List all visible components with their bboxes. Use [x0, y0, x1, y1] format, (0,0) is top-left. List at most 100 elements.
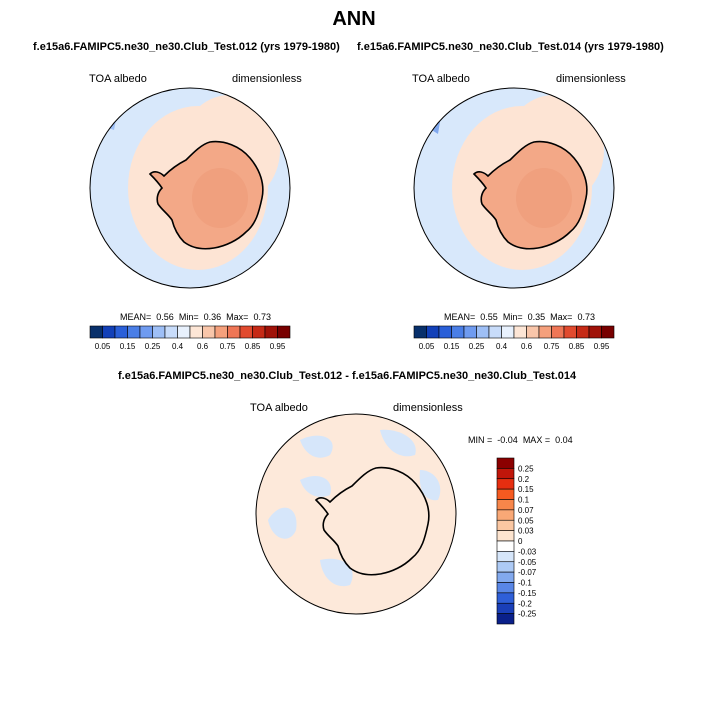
panel-2-mean-label: MEAN=: [444, 312, 476, 322]
panel-3-colorbar-tick-label: 0.15: [518, 485, 534, 494]
panel-1-stats: MEAN= 0.56 Min= 0.36 Max= 0.73: [120, 312, 271, 322]
panel-3-colorbar-tick-label: -0.2: [518, 599, 532, 608]
panel-1-colorbar-swatch: [189, 325, 203, 339]
panel-3-colorbar-swatch: [496, 478, 515, 490]
panel-3-max-label: MAX =: [522, 435, 551, 445]
panel-1-colorbar-swatch: [139, 325, 153, 339]
panel-2-colorbar-tick-label: 0.85: [569, 342, 585, 351]
panel-3-colorbar-swatch: [496, 519, 515, 531]
panel-2-colorbar-tick-label: 0.6: [521, 342, 533, 351]
panel-3-colorbar-tick-label: -0.15: [518, 589, 537, 598]
panel-1-min-label: Min=: [178, 312, 199, 322]
panel-1-colorbar-swatch: [114, 325, 128, 339]
panel-1-colorbar-swatch: [102, 325, 116, 339]
panel-2-colorbar-swatch: [476, 325, 490, 339]
panel-1-variable-label: TOA albedo: [89, 73, 147, 85]
panel-3-colorbar: 0.250.20.150.10.070.050.030-0.03-0.05-0.…: [496, 457, 537, 625]
panel-2-stats: MEAN= 0.55 Min= 0.35 Max= 0.73: [444, 312, 595, 322]
panel-3-min-value: -0.04: [497, 435, 518, 445]
panel-3-colorbar-swatch: [496, 602, 515, 614]
panel-3-variable-label: TOA albedo: [250, 402, 308, 414]
panel-1-colorbar-swatch: [177, 325, 191, 339]
panel-3-colorbar-tick-label: 0.2: [518, 475, 530, 484]
panel-1-mean-value: 0.56: [156, 312, 174, 322]
panel-2-colorbar-swatch: [576, 325, 590, 339]
panel-2-header: f.e15a6.FAMIPC5.ne30_ne30.Club_Test.014 …: [357, 41, 664, 53]
panel-3-colorbar-tick-label: 0.07: [518, 506, 534, 515]
panel-3-colorbar-swatch: [496, 613, 515, 625]
panel-2-colorbar-tick-label: 0.15: [444, 342, 460, 351]
panel-2-max-label: Max=: [550, 312, 573, 322]
panel-3-colorbar-tick-label: 0.03: [518, 527, 534, 536]
panel-3-colorbar-swatch: [496, 582, 515, 594]
panel-2-colorbar: 0.05 0.15 0.25 0.4 0.6 0.75 0.85 0.95: [413, 325, 615, 351]
panel-1-colorbar-swatch: [214, 325, 228, 339]
panel-3-colorbar-swatch: [496, 551, 515, 563]
panel-2-colorbar-tick-label: 0.4: [496, 342, 508, 351]
panel-1-colorbar: 0.05 0.15 0.25 0.4 0.6 0.75 0.85 0.95: [89, 325, 291, 351]
panel-2-colorbar-swatch: [588, 325, 602, 339]
panel-3-stats: MIN = -0.04 MAX = 0.04: [468, 435, 573, 445]
panel-1-colorbar-tick-label: 0.95: [270, 342, 286, 351]
panel-1-colorbar-swatch: [127, 325, 141, 339]
panel-3-header: f.e15a6.FAMIPC5.ne30_ne30.Club_Test.012 …: [118, 370, 577, 382]
panel-1-colorbar-swatch: [227, 325, 241, 339]
panel-1-units-label: dimensionless: [232, 73, 302, 85]
panel-1-colorbar-swatch: [277, 325, 291, 339]
panel-1-mean-label: MEAN=: [120, 312, 152, 322]
panel-1-colorbar-tick-label: 0.15: [120, 342, 136, 351]
panel-3-colorbar-swatch: [496, 457, 515, 469]
panel-3-colorbar-swatch: [496, 571, 515, 583]
panel-2-colorbar-swatch: [538, 325, 552, 339]
panel-2-mean-value: 0.55: [480, 312, 498, 322]
panel-2-colorbar-tick-label: 0.75: [544, 342, 560, 351]
panel-1-colorbar-tick-label: 0.4: [172, 342, 184, 351]
panel-2-colorbar-swatch: [551, 325, 565, 339]
panel-1-min-value: 0.36: [203, 312, 222, 322]
panel-2-colorbar-swatch: [463, 325, 477, 339]
panel-1-colorbar-swatch: [152, 325, 166, 339]
panel-3-colorbar-tick-label: -0.25: [518, 610, 537, 619]
panel-2-map: [413, 87, 615, 289]
panel-1-colorbar-swatch: [89, 325, 103, 339]
panel-3-colorbar-tick-label: -0.03: [518, 547, 537, 556]
panel-2-colorbar-swatch: [426, 325, 440, 339]
panel-3-colorbar-swatch: [496, 561, 515, 573]
panel-3-colorbar-swatch: [496, 468, 515, 480]
panel-2-colorbar-swatch: [488, 325, 502, 339]
panel-3-colorbar-swatch: [496, 592, 515, 604]
panel-3-colorbar-swatch: [496, 488, 515, 500]
panel-3-colorbar-swatch: [496, 530, 515, 542]
panel-1-colorbar-swatch: [202, 325, 216, 339]
panel-3-colorbar-swatch: [496, 509, 515, 521]
panel-2-colorbar-swatch: [438, 325, 452, 339]
panel-3-colorbar-tick-label: -0.05: [518, 558, 537, 567]
panel-3-colorbar-tick-label: -0.1: [518, 579, 532, 588]
panel-3-units-label: dimensionless: [393, 402, 463, 414]
panel-3-colorbar-tick-label: 0.05: [518, 516, 534, 525]
panel-3-map: [255, 413, 457, 615]
panel-1-map: [89, 87, 291, 289]
panel-1-max-value: 0.73: [253, 312, 271, 322]
panel-2-colorbar-tick-label: 0.25: [469, 342, 485, 351]
panel-3-colorbar-swatch: [496, 540, 515, 552]
panel-1-header: f.e15a6.FAMIPC5.ne30_ne30.Club_Test.012 …: [33, 41, 340, 53]
panel-3-colorbar-tick-label: 0.1: [518, 496, 530, 505]
panel-3-min-label: MIN =: [468, 435, 493, 445]
panel-2-min-label: Min=: [502, 312, 523, 322]
panel-2-colorbar-tick-label: 0.95: [594, 342, 610, 351]
panel-2-variable-label: TOA albedo: [412, 73, 470, 85]
panel-2-colorbar-tick-label: 0.05: [419, 342, 435, 351]
panel-3-max-value: 0.04: [555, 435, 573, 445]
page-title: ANN: [332, 8, 376, 30]
panel-2-max-value: 0.73: [577, 312, 595, 322]
panel-2-colorbar-swatch: [451, 325, 465, 339]
panel-1-colorbar-swatch: [164, 325, 178, 339]
panel-1-colorbar-swatch: [252, 325, 266, 339]
panel-2-colorbar-swatch: [601, 325, 615, 339]
panel-1-colorbar-swatch: [239, 325, 253, 339]
panel-2-colorbar-swatch: [513, 325, 527, 339]
panel-1-max-label: Max=: [226, 312, 249, 322]
panel-1-colorbar-tick-label: 0.05: [95, 342, 111, 351]
